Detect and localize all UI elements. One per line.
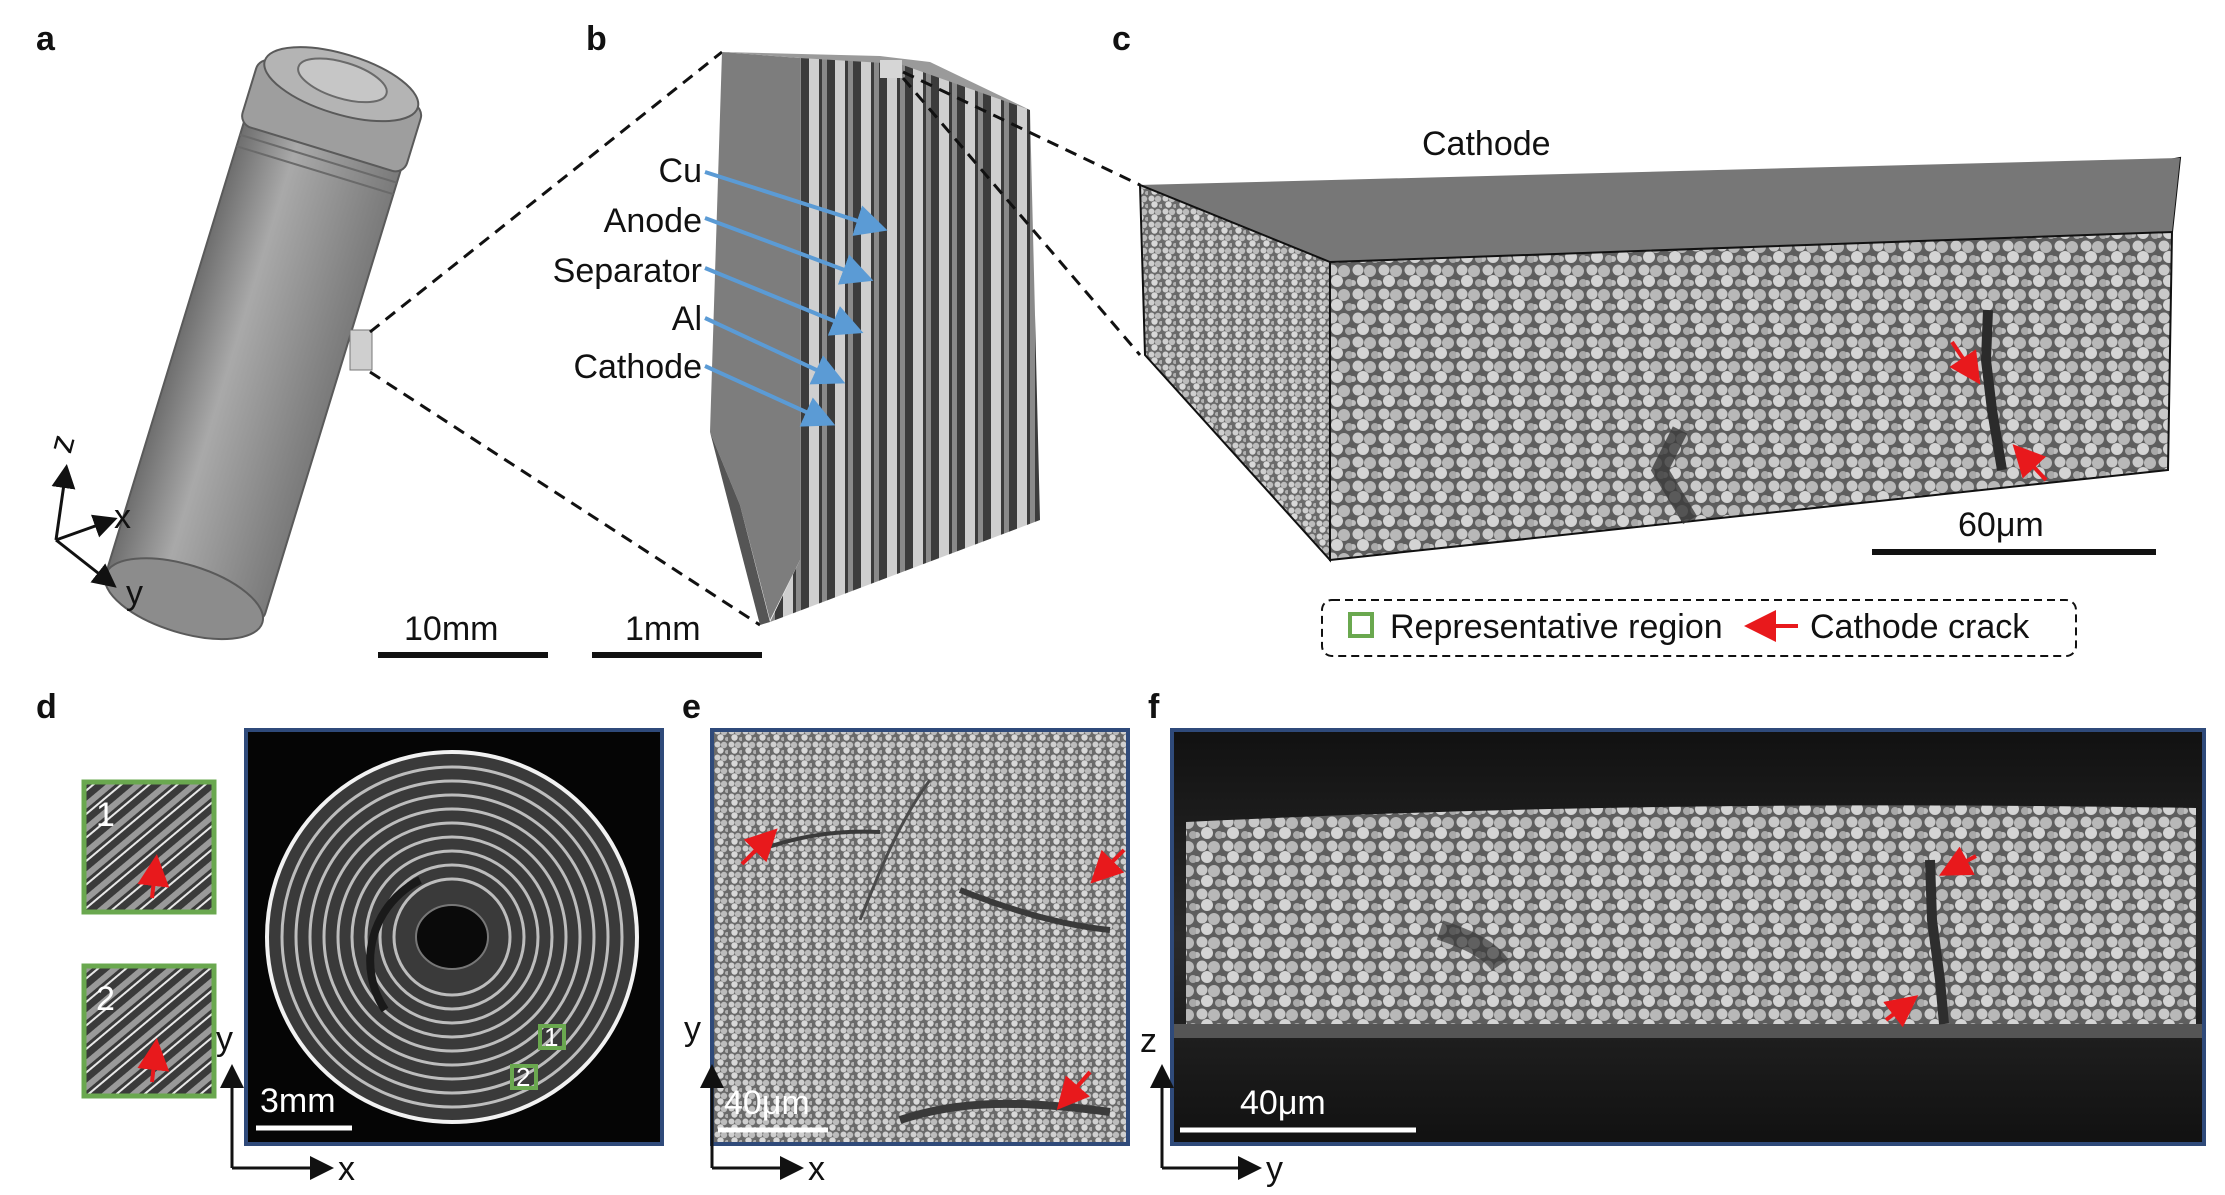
sample-region-marker <box>349 329 373 371</box>
crack-arrow <box>137 854 170 899</box>
inset-1-label: 1 <box>96 796 115 834</box>
cathode-xy-slice <box>710 728 1130 1146</box>
panel-c: c Cathode 60μm Representative region Cat… <box>1112 20 2182 657</box>
crack-arrow <box>1938 846 1977 876</box>
zoom-line-bc-top <box>902 70 1141 187</box>
layer-label-al: Al <box>672 300 702 338</box>
crack-arrow <box>1883 995 1919 1028</box>
crack-arrow <box>137 1038 170 1083</box>
scale-label-f: 40μm <box>1240 1084 1326 1122</box>
axis-y-label: y <box>684 1010 701 1048</box>
axes-triad-a: z x y <box>42 431 143 612</box>
battery-cylinder <box>103 46 423 641</box>
panel-label-d: d <box>36 688 57 726</box>
layer-label-separator: Separator <box>553 252 702 290</box>
panel-label-c: c <box>1112 20 1131 58</box>
axis-y-label: y <box>1266 1150 1283 1188</box>
axis-z-label: z <box>42 431 83 457</box>
layer-label-cu: Cu <box>659 152 702 190</box>
panel-e: e 40μm y x <box>682 688 1130 1188</box>
layer-label-anode: Anode <box>604 202 702 240</box>
cathode-title: Cathode <box>1422 125 1551 163</box>
axes-f: z y <box>1140 1022 1283 1188</box>
layer-arrows <box>704 170 888 427</box>
cathode-yz-slice <box>1170 728 2206 1146</box>
crack-arrow <box>1949 340 1981 385</box>
crack-arrow <box>1090 848 1126 884</box>
scale-label-c: 60μm <box>1958 506 2044 544</box>
crack-arrow <box>740 828 778 866</box>
crack-arrow <box>1056 1070 1092 1111</box>
legend-representative-label: Representative region <box>1390 608 1723 646</box>
crack-arrows-e <box>740 828 1126 1111</box>
region-box-1 <box>538 1024 566 1050</box>
representative-region-swatch <box>1348 612 1374 638</box>
inset-2-label: 2 <box>96 980 115 1018</box>
inset-2: 2 <box>81 963 217 1099</box>
inset-1: 1 <box>81 779 217 915</box>
axes-e: y x <box>684 1010 825 1188</box>
panel-d: d 1 2 1 2 <box>36 688 664 1188</box>
region-box-1-label: 1 <box>544 1022 558 1052</box>
layer-labels: Cu Anode Separator Al Cathode <box>553 152 702 386</box>
crack-arrows-c <box>1949 340 2048 482</box>
zoom-line-ab-top <box>369 50 723 334</box>
legend-crack-label: Cathode crack <box>1810 608 2030 646</box>
scale-label-a: 10mm <box>404 610 498 648</box>
panel-label-b: b <box>586 20 607 58</box>
axis-x-label: x <box>114 498 131 536</box>
jellyroll-cross-section: 1 2 3mm <box>244 728 664 1146</box>
zoom-line-ab-bottom <box>369 370 761 627</box>
panel-b: b Cu Anode Separator Al Cathode 1mm <box>553 20 1040 658</box>
region-box-2 <box>510 1064 538 1090</box>
cathode-volume-block <box>1138 156 2182 563</box>
region-box-2-label: 2 <box>516 1062 530 1092</box>
axis-y-label: y <box>126 574 143 612</box>
axis-y-label: y <box>216 1020 233 1058</box>
axis-x-label: x <box>338 1150 355 1188</box>
panel-f: f 40μm z y <box>1140 688 2206 1188</box>
scale-label-d: 3mm <box>260 1082 336 1120</box>
electrode-stack-block <box>710 52 1040 625</box>
axis-z-label: z <box>1140 1022 1157 1060</box>
crack-arrows-f <box>1883 846 1977 1028</box>
scale-label-e: 40μm <box>724 1084 810 1122</box>
zoom-line-bc-bottom <box>901 77 1142 356</box>
panel-a: a z x y 10mm <box>36 20 548 658</box>
layer-label-cathode: Cathode <box>573 348 702 386</box>
scale-label-b: 1mm <box>625 610 701 648</box>
panel-label-f: f <box>1148 688 1160 726</box>
panel-label-a: a <box>36 20 56 58</box>
legend-box: Representative region Cathode crack <box>1321 599 2077 657</box>
panel-label-e: e <box>682 688 701 726</box>
axes-d: y x <box>216 1020 355 1188</box>
axis-x-label: x <box>808 1150 825 1188</box>
crack-arrow <box>2012 444 2048 482</box>
